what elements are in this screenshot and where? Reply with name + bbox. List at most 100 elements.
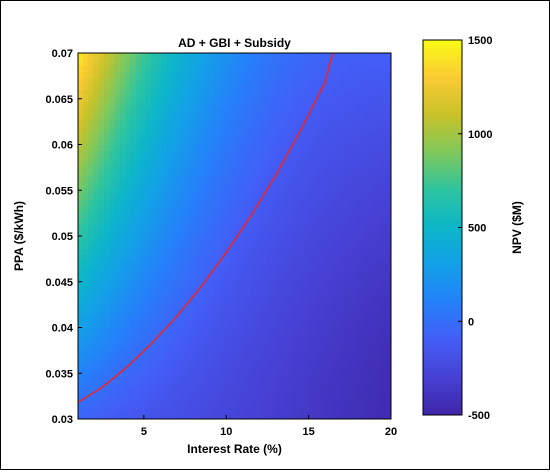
heatmap-cell bbox=[78, 321, 84, 329]
heatmap-cell bbox=[323, 376, 329, 383]
heatmap-cell bbox=[140, 236, 147, 243]
heatmap-cell bbox=[208, 138, 215, 146]
heatmap-cell bbox=[385, 181, 392, 188]
heatmap-cell bbox=[145, 376, 152, 383]
heatmap-cell bbox=[265, 382, 272, 390]
heatmap-cell bbox=[93, 242, 100, 249]
heatmap-cell bbox=[145, 59, 152, 66]
heatmap-cell bbox=[161, 229, 168, 237]
heatmap-cell bbox=[182, 266, 189, 274]
heatmap-cell bbox=[187, 126, 194, 133]
heatmap-cell bbox=[380, 272, 387, 280]
heatmap-cell bbox=[114, 65, 121, 72]
heatmap-cell bbox=[338, 327, 345, 335]
heatmap-cell bbox=[307, 65, 314, 72]
heatmap-cell bbox=[349, 260, 356, 268]
heatmap-cell bbox=[130, 394, 136, 402]
heatmap-cell bbox=[203, 394, 210, 402]
heatmap-cell bbox=[286, 406, 293, 414]
heatmap-cell bbox=[302, 278, 309, 286]
heatmap-cell bbox=[171, 297, 178, 304]
heatmap-cell bbox=[135, 284, 142, 292]
heatmap-cell bbox=[171, 89, 178, 97]
heatmap-cell bbox=[130, 83, 136, 91]
heatmap-cell bbox=[370, 303, 376, 310]
heatmap-cell bbox=[161, 223, 168, 231]
heatmap-cell bbox=[255, 223, 262, 231]
heatmap-cell bbox=[271, 266, 277, 274]
heatmap-cell bbox=[218, 388, 225, 396]
heatmap-cell bbox=[171, 370, 178, 377]
heatmap-cell bbox=[276, 138, 283, 146]
heatmap-cell bbox=[260, 345, 267, 353]
heatmap-cell bbox=[276, 83, 283, 91]
heatmap-cell bbox=[338, 162, 345, 170]
heatmap-cell bbox=[359, 53, 366, 60]
heatmap-cell bbox=[286, 120, 293, 127]
heatmap-cell bbox=[213, 236, 220, 243]
heatmap-cell bbox=[244, 333, 251, 341]
heatmap-cell bbox=[338, 260, 345, 268]
heatmap-cell bbox=[93, 394, 100, 402]
heatmap-cell bbox=[385, 132, 392, 139]
heatmap-cell bbox=[260, 175, 267, 182]
heatmap-cell bbox=[385, 83, 392, 91]
heatmap-cell bbox=[98, 229, 105, 237]
heatmap-cell bbox=[213, 388, 220, 396]
heatmap-cell bbox=[323, 394, 329, 402]
heatmap-cell bbox=[307, 388, 314, 396]
heatmap-cell bbox=[187, 217, 194, 225]
heatmap-cell bbox=[302, 345, 309, 353]
heatmap-cell bbox=[88, 193, 95, 200]
heatmap-cell bbox=[323, 223, 329, 231]
heatmap-cell bbox=[104, 309, 110, 316]
heatmap-cell bbox=[297, 364, 303, 371]
heatmap-cell bbox=[156, 412, 163, 420]
heatmap-cell bbox=[177, 229, 183, 237]
heatmap-cell bbox=[145, 236, 152, 243]
heatmap-cell bbox=[161, 168, 168, 176]
heatmap-cell bbox=[271, 211, 277, 219]
heatmap-cell bbox=[197, 120, 204, 127]
heatmap-cell bbox=[286, 309, 293, 316]
heatmap-cell bbox=[224, 376, 230, 383]
colorbar-tick-label: 0 bbox=[468, 316, 474, 328]
heatmap-cell bbox=[135, 266, 142, 274]
heatmap-cell bbox=[260, 412, 267, 420]
heatmap-cell bbox=[297, 351, 303, 359]
heatmap-cell bbox=[213, 71, 220, 78]
heatmap-cell bbox=[130, 229, 136, 237]
heatmap-cell bbox=[312, 89, 319, 97]
heatmap-cell bbox=[124, 376, 131, 383]
heatmap-cell bbox=[333, 77, 340, 85]
heatmap-cell bbox=[140, 229, 147, 237]
heatmap-cell bbox=[281, 254, 288, 261]
heatmap-cell bbox=[140, 303, 147, 310]
heatmap-cell bbox=[197, 339, 204, 347]
heatmap-cell bbox=[114, 107, 121, 115]
heatmap-cell bbox=[359, 315, 366, 322]
heatmap-cell bbox=[317, 412, 324, 420]
heatmap-cell bbox=[302, 126, 309, 133]
heatmap-cell bbox=[114, 248, 121, 255]
heatmap-cell bbox=[130, 156, 136, 164]
heatmap-cell bbox=[328, 138, 335, 146]
heatmap-cell bbox=[151, 193, 157, 200]
heatmap-cell bbox=[145, 101, 152, 109]
heatmap-cell bbox=[250, 248, 256, 255]
heatmap-cell bbox=[323, 187, 329, 194]
heatmap-cell bbox=[119, 187, 126, 194]
heatmap-cell bbox=[161, 162, 168, 170]
heatmap-cell bbox=[114, 290, 121, 298]
heatmap-cell bbox=[250, 376, 256, 383]
heatmap-cell bbox=[104, 138, 110, 146]
heatmap-cell bbox=[83, 315, 90, 322]
heatmap-cell bbox=[328, 187, 335, 194]
heatmap-cell bbox=[333, 217, 340, 225]
heatmap-cell bbox=[140, 144, 147, 152]
heatmap-cell bbox=[338, 376, 345, 383]
heatmap-cell bbox=[203, 327, 210, 335]
heatmap-cell bbox=[177, 53, 183, 60]
heatmap-cell bbox=[224, 339, 230, 347]
heatmap-cell bbox=[135, 126, 142, 133]
